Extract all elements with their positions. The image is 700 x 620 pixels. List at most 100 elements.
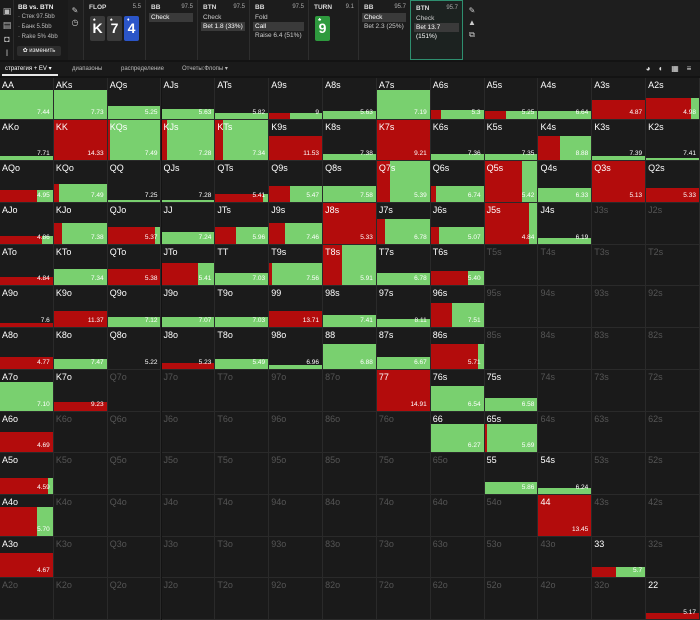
- hand-cell-82o[interactable]: 82o: [323, 578, 377, 620]
- hand-cell-j9o[interactable]: J9o 7.07: [161, 286, 216, 329]
- hand-cell-k5o[interactable]: K5o: [53, 453, 108, 495]
- hand-cell-83s[interactable]: 83s: [592, 328, 647, 370]
- hand-cell-a7o[interactable]: A7o 7.10: [0, 369, 54, 412]
- hand-cell-a5o[interactable]: A5o 4.59: [0, 453, 54, 495]
- hand-cell-32o[interactable]: 32o: [592, 578, 647, 620]
- hand-cell-73o[interactable]: 73o: [376, 536, 431, 579]
- hand-cell-k3o[interactable]: K3o: [53, 536, 108, 579]
- grid-view-icon[interactable]: ▦: [671, 64, 679, 73]
- street-2-btn[interactable]: BTN 97.5 Check Bet 1.8 (33%): [197, 0, 249, 60]
- text-cursor-icon[interactable]: I: [5, 48, 9, 58]
- hand-cell-j4s[interactable]: J4s 6.19: [538, 203, 593, 245]
- hand-cell-63o[interactable]: 63o: [430, 536, 485, 579]
- action-option[interactable]: Raise 6.4 (51%): [255, 32, 302, 39]
- hand-cell-k8o[interactable]: K8o 7.47: [53, 328, 108, 370]
- hand-cell-q2o[interactable]: Q2o: [107, 578, 162, 620]
- hand-cell-53s[interactable]: 53s: [592, 453, 647, 495]
- hand-cell-a9o[interactable]: A9o 7.6: [0, 286, 54, 329]
- hand-cell-aqs[interactable]: AQs 5.25: [107, 78, 162, 120]
- hand-cell-a8o[interactable]: A8o 4.77: [0, 328, 54, 370]
- hand-cell-jto[interactable]: JTo 5.41: [161, 244, 216, 287]
- hand-cell-95o[interactable]: 95o: [269, 453, 324, 495]
- hand-cell-a3o[interactable]: A3o 4.67: [0, 536, 54, 579]
- hand-cell-t3o[interactable]: T3o: [215, 536, 270, 579]
- hand-cell-jj[interactable]: JJ 7.24: [161, 203, 216, 245]
- hand-cell-a5s[interactable]: A5s 5.25: [484, 78, 539, 120]
- hand-cell-a6o[interactable]: A6o 4.69: [0, 411, 54, 454]
- list-view-icon[interactable]: ≡: [686, 64, 692, 73]
- hand-cell-q2s[interactable]: Q2s 5.33: [646, 161, 700, 204]
- hand-cell-72o[interactable]: 72o: [376, 578, 431, 620]
- hand-cell-52s[interactable]: 52s: [646, 453, 700, 495]
- hand-cell-j4o[interactable]: J4o: [161, 494, 216, 537]
- hand-cell-t6s[interactable]: T6s 5.40: [430, 244, 485, 287]
- pie-chart-icon[interactable]: ◕: [645, 64, 651, 73]
- hand-cell-43s[interactable]: 43s: [592, 494, 647, 537]
- hand-cell-a9s[interactable]: A9s 9: [269, 78, 324, 120]
- hand-cell-aqo[interactable]: AQo 4.95: [0, 161, 54, 204]
- hand-cell-k7o[interactable]: K7o 9.23: [53, 369, 108, 412]
- hand-cell-j7s[interactable]: J7s 6.78: [376, 203, 431, 245]
- hand-cell-52o[interactable]: 52o: [484, 578, 539, 620]
- hand-cell-88[interactable]: 88 6.88: [323, 328, 377, 370]
- hand-cell-93o[interactable]: 93o: [269, 536, 324, 579]
- hand-cell-32s[interactable]: 32s: [646, 536, 700, 579]
- hand-cell-kts[interactable]: KTs 7.34: [215, 119, 270, 162]
- hand-cell-86s[interactable]: 86s 5.71: [430, 328, 485, 370]
- hand-cell-75o[interactable]: 75o: [376, 453, 431, 495]
- action-option[interactable]: Check: [416, 15, 435, 22]
- hand-cell-96o[interactable]: 96o: [269, 411, 324, 454]
- hand-cell-99[interactable]: 99 13.71: [269, 286, 324, 329]
- hand-cell-aa[interactable]: AA 7.44: [0, 78, 54, 120]
- tab-ranges[interactable]: диапазоны: [72, 66, 103, 72]
- hand-cell-k6o[interactable]: K6o: [53, 411, 108, 454]
- hand-cell-54s[interactable]: 54s 6.24: [538, 453, 593, 495]
- hand-cell-t7s[interactable]: T7s 6.78: [376, 244, 431, 287]
- copy-icon[interactable]: ⧉: [469, 30, 475, 39]
- action-option[interactable]: Check: [149, 13, 193, 22]
- change-button[interactable]: ✿ изменить: [17, 46, 61, 56]
- edit-icon[interactable]: ✎: [468, 6, 476, 15]
- street-3-bb[interactable]: BB 97.5 Fold Call Raise 6.4 (51%): [249, 0, 308, 60]
- hand-cell-22[interactable]: 22 5.17: [646, 578, 700, 620]
- hand-cell-k4s[interactable]: K4s 8.88: [538, 119, 593, 162]
- hand-cell-92o[interactable]: 92o: [269, 578, 324, 620]
- hand-cell-q5s[interactable]: Q5s 5.42: [484, 161, 539, 204]
- hand-cell-qjo[interactable]: QJo 5.37: [107, 203, 162, 245]
- hand-cell-kjs[interactable]: KJs 7.28: [161, 119, 216, 162]
- hand-cell-98s[interactable]: 98s 7.41: [323, 286, 377, 329]
- hand-cell-87o[interactable]: 87o: [323, 369, 377, 412]
- hand-cell-92s[interactable]: 92s: [646, 286, 700, 329]
- hand-cell-j6o[interactable]: J6o: [161, 411, 216, 454]
- action-option[interactable]: Fold: [255, 14, 268, 21]
- hand-cell-77[interactable]: 77 14.91: [376, 369, 431, 412]
- hand-cell-53o[interactable]: 53o: [484, 536, 539, 579]
- hand-cell-55[interactable]: 55 5.86: [484, 453, 539, 495]
- hand-cell-a3s[interactable]: A3s 4.87: [592, 78, 647, 120]
- street-1-bb[interactable]: BB 97.5 Check: [145, 0, 197, 60]
- hand-cell-62s[interactable]: 62s: [646, 411, 700, 454]
- hand-cell-q4o[interactable]: Q4o: [107, 494, 162, 537]
- hand-cell-q4s[interactable]: Q4s 6.33: [538, 161, 593, 204]
- hand-cell-q5o[interactable]: Q5o: [107, 453, 162, 495]
- hand-cell-44[interactable]: 44 13.45: [538, 494, 593, 537]
- hand-cell-qq[interactable]: QQ 7.25: [107, 161, 162, 204]
- hand-cell-j2o[interactable]: J2o: [161, 578, 216, 620]
- hand-cell-kqo[interactable]: KQo 7.49: [53, 161, 108, 204]
- hand-cell-t4o[interactable]: T4o: [215, 494, 270, 537]
- hand-cell-76s[interactable]: 76s 6.54: [430, 369, 485, 412]
- hand-cell-62o[interactable]: 62o: [430, 578, 485, 620]
- hand-cell-ats[interactable]: ATs 5.82: [215, 78, 270, 120]
- hand-cell-54o[interactable]: 54o: [484, 494, 539, 537]
- hand-cell-a2o[interactable]: A2o: [0, 578, 54, 620]
- hand-cell-jts[interactable]: JTs 5.96: [215, 203, 270, 245]
- hand-cell-98o[interactable]: 98o 6.96: [269, 328, 324, 370]
- clock-icon[interactable]: ◷: [71, 18, 79, 27]
- hand-cell-97o[interactable]: 97o: [269, 369, 324, 412]
- hand-cell-ajo[interactable]: AJo 4.86: [0, 203, 54, 245]
- hand-cell-k6s[interactable]: K6s 7.36: [430, 119, 485, 162]
- hand-cell-a4s[interactable]: A4s 6.64: [538, 78, 593, 120]
- car-icon[interactable]: ◘: [4, 34, 10, 44]
- hand-cell-42o[interactable]: 42o: [538, 578, 593, 620]
- hand-cell-kjo[interactable]: KJo 7.38: [53, 203, 108, 245]
